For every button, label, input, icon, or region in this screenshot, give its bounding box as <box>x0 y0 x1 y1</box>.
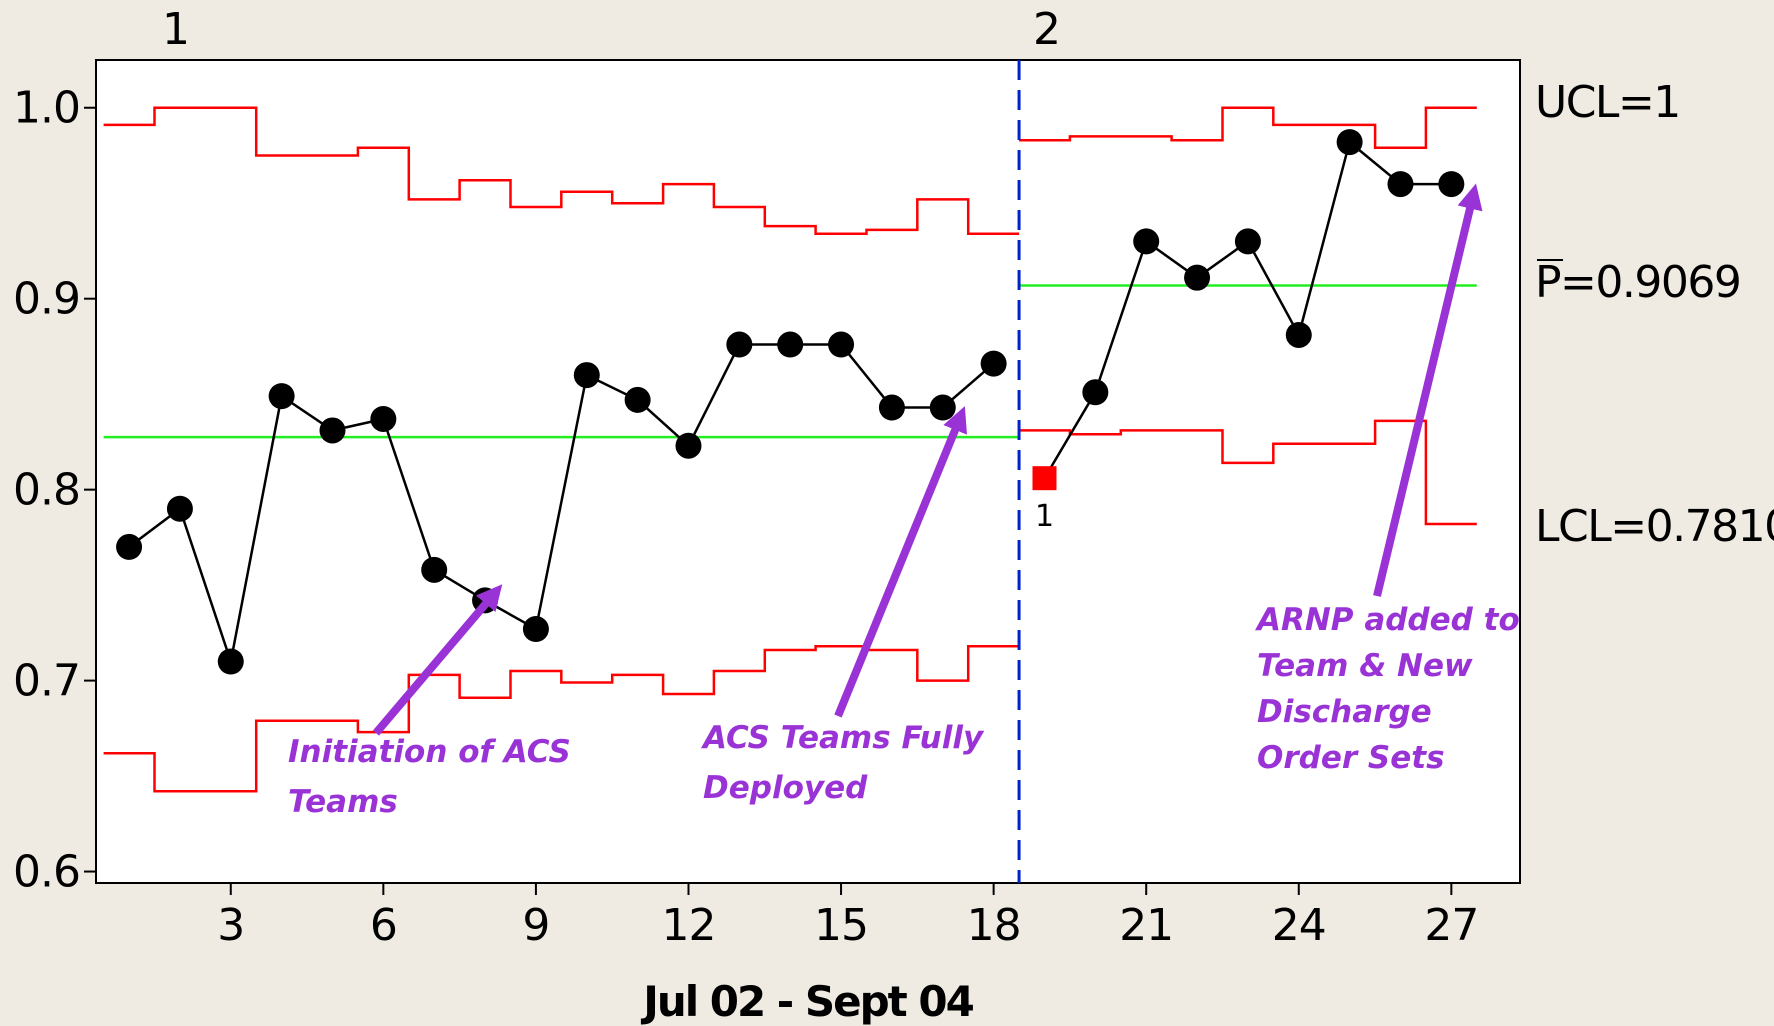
axes: 0.6 0.7 0.8 0.9 1.0 3 6 9 12 15 18 21 24 27 <box>13 83 1479 951</box>
annotation-arnp-arrow <box>1373 183 1483 597</box>
x-tick-label: 15 <box>814 900 868 951</box>
x-tick-label: 3 <box>217 900 244 951</box>
y-tick-label: 0.8 <box>13 465 80 516</box>
data-point <box>573 362 600 389</box>
stage-label-2: 2 <box>1033 4 1061 55</box>
annotation-arnp-line-2: Team & New <box>1257 648 1473 684</box>
annotation-deployed-line-2: Deployed <box>703 770 868 806</box>
lcl-label: LCL=0.7810 <box>1535 501 1774 552</box>
data-point <box>217 648 244 675</box>
data-point <box>116 533 143 560</box>
y-tick-label: 0.7 <box>13 656 80 707</box>
x-tick-label: 18 <box>967 900 1021 951</box>
data-point <box>929 394 956 421</box>
annotation-deployed-arrow <box>834 406 967 718</box>
data-point-oc <box>1032 466 1057 491</box>
annotation-arnp-line-4: Order Sets <box>1257 740 1445 776</box>
data-point <box>777 331 804 358</box>
y-tick-label: 0.6 <box>13 847 80 898</box>
x-tick-label: 6 <box>370 900 397 951</box>
y-tick-label: 0.9 <box>13 274 80 325</box>
data-point <box>1184 264 1211 291</box>
data-point <box>828 331 855 358</box>
data-point <box>1234 228 1261 255</box>
ucl-line-stage-2 <box>1019 106 1477 150</box>
data-line-stage-1 <box>128 343 995 667</box>
x-tick-label: 27 <box>1424 900 1478 951</box>
lcl-line-stage-2 <box>1019 419 1477 526</box>
x-tick-label: 9 <box>522 900 549 951</box>
data-point <box>421 556 448 583</box>
center-label: P=0.9069 <box>1535 257 1740 308</box>
annotation-deployed: ACS Teams Fully Deployed <box>700 406 985 806</box>
x-axis-title: Jul 02 - Sept 04 <box>640 977 973 1026</box>
data-point <box>878 394 905 421</box>
data-point <box>166 495 193 522</box>
ucl-label: UCL=1 <box>1535 77 1680 128</box>
stage-label-1: 1 <box>162 4 190 55</box>
data-point <box>980 350 1007 377</box>
data-point <box>370 405 397 432</box>
data-point <box>522 616 549 643</box>
data-point <box>1387 171 1414 198</box>
annotation-arnp: ARNP added to Team & New Discharge Order Se… <box>1254 183 1520 776</box>
plot-area <box>95 59 1521 884</box>
data-point <box>1082 379 1109 406</box>
annotation-initiation-line-2: Teams <box>288 784 398 820</box>
data-point <box>1133 228 1160 255</box>
oc-flag-label: 1 <box>1035 499 1054 534</box>
annotation-initiation-line-1: Initiation of ACS <box>288 734 571 770</box>
y-tick-label: 1.0 <box>13 83 80 134</box>
annotation-arnp-line-1: ARNP added to <box>1254 602 1520 638</box>
data-point <box>1285 321 1312 348</box>
data-point <box>268 383 295 410</box>
center-lines <box>103 284 1477 439</box>
data-point <box>726 331 753 358</box>
data-point <box>1438 171 1465 198</box>
side-labels: UCL=1 P=0.9069 LCL=0.7810 <box>1535 77 1774 552</box>
annotation-deployed-line-1: ACS Teams Fully <box>700 720 985 756</box>
data-point <box>319 417 346 444</box>
annotation-initiation-arrow <box>372 584 503 736</box>
annotation-arnp-line-3: Discharge <box>1257 694 1432 730</box>
data-point <box>675 432 702 459</box>
x-tick-label: 12 <box>661 900 715 951</box>
data-point <box>624 386 651 413</box>
center-letter: P <box>1535 257 1561 308</box>
annotation-initiation: Initiation of ACS Teams <box>288 584 571 820</box>
x-tick-label: 21 <box>1119 900 1173 951</box>
x-tick-label: 24 <box>1272 900 1326 951</box>
ucl-line-stage-1 <box>103 106 1020 236</box>
center-value: =0.9069 <box>1560 257 1740 308</box>
data-point <box>1336 129 1363 156</box>
